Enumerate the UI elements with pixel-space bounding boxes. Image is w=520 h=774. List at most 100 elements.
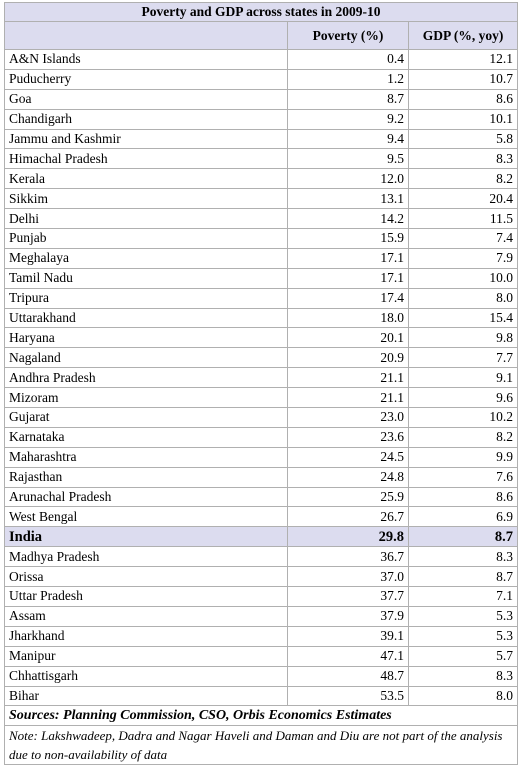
state-cell: Sikkim	[4, 188, 288, 210]
value-cell: 20.4	[407, 188, 519, 210]
data-row: Himachal Pradesh 9.5 8.3	[4, 148, 519, 170]
value-cell: 10.0	[407, 267, 519, 289]
value-cell: 5.7	[407, 645, 519, 667]
value-cell: 29.8	[287, 526, 409, 548]
value-cell: 8.6	[407, 486, 519, 508]
value-cell: 8.2	[407, 168, 519, 190]
state-cell: Andhra Pradesh	[4, 367, 288, 389]
value-cell: 37.7	[287, 586, 409, 607]
data-row: Madhya Pradesh 36.7 8.3	[4, 546, 519, 568]
value-cell: 13.1	[287, 188, 409, 210]
value-cell: 12.0	[287, 168, 409, 190]
value-cell: 10.7	[407, 68, 519, 90]
value-cell: 9.8	[407, 327, 519, 349]
state-cell: Haryana	[4, 327, 288, 349]
state-cell: Delhi	[4, 208, 288, 230]
value-cell: 9.5	[287, 148, 409, 170]
value-cell: 8.7	[407, 526, 519, 548]
state-cell: Arunachal Pradesh	[4, 486, 288, 508]
header-cell	[4, 21, 288, 50]
value-cell: 9.4	[287, 128, 409, 150]
value-cell: 6.9	[407, 506, 519, 528]
state-cell: Gujarat	[4, 407, 288, 428]
value-cell: 7.7	[407, 347, 519, 369]
state-cell: Orissa	[4, 566, 288, 588]
sources: Sources: Planning Commission, CSO, Orbis…	[3, 705, 519, 727]
value-cell: 53.5	[287, 685, 409, 707]
value-cell: 7.1	[407, 586, 519, 607]
table-title: Poverty and GDP across states in 2009-10	[3, 2, 519, 22]
state-cell: Rajasthan	[4, 466, 288, 488]
state-cell: Goa	[4, 88, 288, 110]
data-row: Delhi 14.2 11.5	[4, 208, 519, 230]
value-cell: 8.2	[407, 426, 519, 448]
data-row: A&N Islands 0.4 12.1	[4, 49, 519, 70]
data-row: Bihar 53.5 8.0	[4, 685, 519, 707]
value-cell: 26.7	[287, 506, 409, 528]
data-row: Manipur 47.1 5.7	[4, 645, 519, 667]
data-row: Arunachal Pradesh 25.9 8.6	[4, 486, 519, 508]
state-cell: Uttarakhand	[4, 307, 288, 329]
highlight-row: India 29.8 8.7	[4, 526, 519, 548]
state-cell: Madhya Pradesh	[4, 546, 288, 568]
state-cell: Himachal Pradesh	[4, 148, 288, 170]
value-cell: 21.1	[287, 387, 409, 409]
value-cell: 23.0	[287, 407, 409, 428]
value-cell: 8.0	[407, 685, 519, 707]
state-cell: A&N Islands	[4, 49, 288, 70]
data-row: Chhattisgarh 48.7 8.3	[4, 665, 519, 687]
data-table: Poverty and GDP across states in 2009-10…	[3, 2, 519, 766]
value-cell: 9.2	[287, 108, 409, 130]
value-cell: 17.4	[287, 287, 409, 309]
header-cell: GDP (%, yoy)	[407, 21, 519, 50]
value-cell: 14.2	[287, 208, 409, 230]
value-cell: 20.9	[287, 347, 409, 369]
value-cell: 5.8	[407, 128, 519, 150]
value-cell: 48.7	[287, 665, 409, 687]
value-cell: 7.9	[407, 247, 519, 269]
value-cell: 24.8	[287, 466, 409, 488]
value-cell: 21.1	[287, 367, 409, 389]
state-cell: Chhattisgarh	[4, 665, 288, 687]
data-row: Andhra Pradesh 21.1 9.1	[4, 367, 519, 389]
sources-row: Sources: Planning Commission, CSO, Orbis…	[3, 705, 519, 727]
value-cell: 39.1	[287, 625, 409, 647]
value-cell: 37.0	[287, 566, 409, 588]
data-row: Punjab 15.9 7.4	[4, 228, 519, 249]
state-cell: Assam	[4, 605, 288, 627]
note-row: Note: Lakshwadeep, Dadra and Nagar Havel…	[3, 725, 519, 766]
value-cell: 11.5	[407, 208, 519, 230]
value-cell: 17.1	[287, 267, 409, 289]
value-cell: 8.6	[407, 88, 519, 110]
data-row: Sikkim 13.1 20.4	[4, 188, 519, 210]
value-cell: 15.9	[287, 228, 409, 249]
state-cell: Jharkhand	[4, 625, 288, 647]
header-cell: Poverty (%)	[287, 21, 409, 50]
state-cell: Tamil Nadu	[4, 267, 288, 289]
state-cell: Kerala	[4, 168, 288, 190]
value-cell: 36.7	[287, 546, 409, 568]
title-row: Poverty and GDP across states in 2009-10	[3, 2, 519, 22]
state-cell: Manipur	[4, 645, 288, 667]
value-cell: 8.3	[407, 665, 519, 687]
data-row: Haryana 20.1 9.8	[4, 327, 519, 349]
value-cell: 5.3	[407, 605, 519, 627]
data-row: Kerala 12.0 8.2	[4, 168, 519, 190]
value-cell: 15.4	[407, 307, 519, 329]
value-cell: 8.0	[407, 287, 519, 309]
state-cell: Uttar Pradesh	[4, 586, 288, 607]
value-cell: 10.1	[407, 108, 519, 130]
data-row: Mizoram 21.1 9.6	[4, 387, 519, 409]
value-cell: 37.9	[287, 605, 409, 627]
data-row: Gujarat 23.0 10.2	[4, 407, 519, 428]
state-cell: Karnataka	[4, 426, 288, 448]
value-cell: 23.6	[287, 426, 409, 448]
header-row: Poverty (%) GDP (%, yoy)	[4, 21, 519, 50]
state-cell: Maharashtra	[4, 446, 288, 468]
data-row: Rajasthan 24.8 7.6	[4, 466, 519, 488]
state-cell: Tripura	[4, 287, 288, 309]
value-cell: 8.7	[407, 566, 519, 588]
data-row: Jammu and Kashmir 9.4 5.8	[4, 128, 519, 150]
state-cell: Jammu and Kashmir	[4, 128, 288, 150]
